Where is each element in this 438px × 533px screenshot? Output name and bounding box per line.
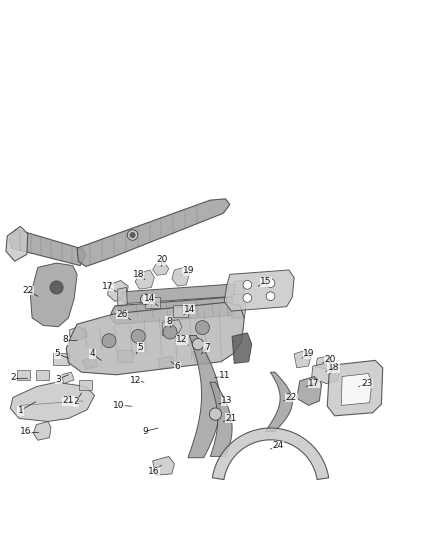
Text: 26: 26 xyxy=(117,310,128,319)
Text: 3: 3 xyxy=(56,375,61,384)
Polygon shape xyxy=(152,456,174,475)
Circle shape xyxy=(130,232,135,238)
Text: 8: 8 xyxy=(63,335,68,344)
Polygon shape xyxy=(110,297,237,324)
Polygon shape xyxy=(17,369,30,380)
Text: 10: 10 xyxy=(113,401,124,410)
Polygon shape xyxy=(6,227,28,261)
Text: 4: 4 xyxy=(89,349,95,358)
Text: 19: 19 xyxy=(183,266,194,276)
Text: 8: 8 xyxy=(166,317,172,326)
Polygon shape xyxy=(224,270,294,311)
Polygon shape xyxy=(61,372,74,384)
Text: 20: 20 xyxy=(325,354,336,364)
Polygon shape xyxy=(83,357,98,369)
Text: 12: 12 xyxy=(130,376,141,384)
Polygon shape xyxy=(341,374,372,405)
Text: 2: 2 xyxy=(10,373,16,382)
Text: 5: 5 xyxy=(55,349,60,358)
Text: 21: 21 xyxy=(226,414,237,423)
Text: 6: 6 xyxy=(175,362,180,372)
Polygon shape xyxy=(118,287,127,306)
Polygon shape xyxy=(188,335,220,458)
Polygon shape xyxy=(162,320,182,335)
Polygon shape xyxy=(212,428,329,480)
Circle shape xyxy=(243,294,252,302)
Circle shape xyxy=(266,292,275,301)
Polygon shape xyxy=(108,280,128,302)
Polygon shape xyxy=(327,360,383,416)
Polygon shape xyxy=(66,302,244,375)
Polygon shape xyxy=(294,350,311,368)
Text: 18: 18 xyxy=(328,364,339,372)
Text: 20: 20 xyxy=(156,255,168,264)
Text: 17: 17 xyxy=(102,281,113,290)
Text: 15: 15 xyxy=(261,277,272,286)
Polygon shape xyxy=(145,297,160,308)
Circle shape xyxy=(163,325,177,339)
Polygon shape xyxy=(158,356,174,369)
Text: 7: 7 xyxy=(204,343,210,352)
Text: 19: 19 xyxy=(303,349,314,358)
Circle shape xyxy=(102,334,116,348)
Polygon shape xyxy=(316,356,332,369)
Polygon shape xyxy=(152,262,169,275)
Text: 16: 16 xyxy=(148,467,159,476)
Circle shape xyxy=(209,408,222,420)
Polygon shape xyxy=(232,294,246,318)
Text: 22: 22 xyxy=(286,393,297,402)
Polygon shape xyxy=(120,284,239,304)
Circle shape xyxy=(50,281,63,294)
Circle shape xyxy=(195,321,209,335)
Polygon shape xyxy=(232,333,252,364)
Text: 2: 2 xyxy=(73,397,78,406)
Polygon shape xyxy=(135,270,154,289)
Text: 5: 5 xyxy=(138,343,143,352)
Polygon shape xyxy=(192,349,208,362)
Text: 22: 22 xyxy=(22,286,33,295)
Circle shape xyxy=(127,230,138,240)
Text: 11: 11 xyxy=(219,371,230,380)
Polygon shape xyxy=(53,353,69,365)
Polygon shape xyxy=(172,268,189,286)
Polygon shape xyxy=(173,305,188,317)
Polygon shape xyxy=(79,380,92,391)
Polygon shape xyxy=(11,382,95,422)
Polygon shape xyxy=(35,369,49,380)
Text: 16: 16 xyxy=(20,427,32,436)
Polygon shape xyxy=(297,376,321,405)
Text: 9: 9 xyxy=(142,427,148,436)
Polygon shape xyxy=(33,422,51,440)
Polygon shape xyxy=(311,362,340,384)
Circle shape xyxy=(141,294,151,304)
Text: 12: 12 xyxy=(176,335,187,344)
Polygon shape xyxy=(117,350,133,362)
Circle shape xyxy=(192,338,204,350)
Text: 14: 14 xyxy=(184,305,195,314)
Circle shape xyxy=(243,280,252,289)
Text: 18: 18 xyxy=(132,270,144,279)
Polygon shape xyxy=(210,382,232,456)
Polygon shape xyxy=(77,199,230,266)
Polygon shape xyxy=(30,263,77,327)
Text: 1: 1 xyxy=(18,406,23,415)
Polygon shape xyxy=(234,280,244,299)
Text: 13: 13 xyxy=(221,397,233,406)
Circle shape xyxy=(131,329,145,343)
Polygon shape xyxy=(10,229,86,265)
Text: 21: 21 xyxy=(63,397,74,406)
Text: 14: 14 xyxy=(144,294,155,303)
Polygon shape xyxy=(70,327,87,340)
Circle shape xyxy=(266,279,275,287)
Polygon shape xyxy=(265,372,292,432)
Text: 23: 23 xyxy=(361,379,372,388)
Text: 24: 24 xyxy=(273,441,284,450)
Text: 17: 17 xyxy=(308,379,320,388)
